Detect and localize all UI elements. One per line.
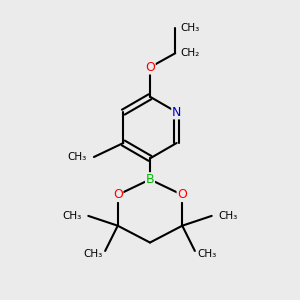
Text: O: O xyxy=(113,188,123,201)
Text: CH₃: CH₃ xyxy=(181,23,200,33)
Text: CH₃: CH₃ xyxy=(68,152,87,162)
Text: O: O xyxy=(145,61,155,74)
Text: N: N xyxy=(172,106,181,118)
Text: O: O xyxy=(177,188,187,201)
Text: CH₂: CH₂ xyxy=(181,48,200,58)
Text: CH₃: CH₃ xyxy=(198,249,217,259)
Text: CH₃: CH₃ xyxy=(62,211,81,221)
Text: CH₃: CH₃ xyxy=(83,249,102,259)
Text: CH₃: CH₃ xyxy=(219,211,238,221)
Text: B: B xyxy=(146,173,154,186)
